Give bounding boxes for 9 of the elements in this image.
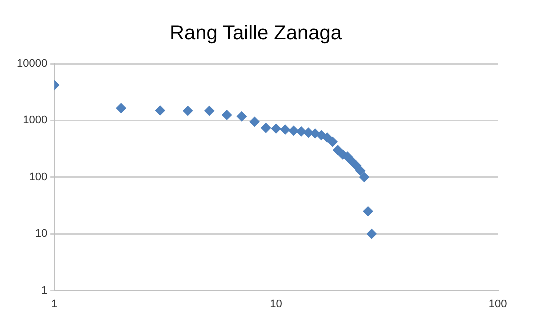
y-tick-label: 1 xyxy=(41,284,48,297)
y-tick-label: 100 xyxy=(29,171,48,184)
y-tick-label: 10000 xyxy=(16,58,48,70)
y-tick-label: 1000 xyxy=(23,114,48,127)
y-tick-label: 10 xyxy=(35,228,48,240)
x-tick-label: 100 xyxy=(488,298,508,310)
x-tick-label: 1 xyxy=(52,298,58,310)
chart-title: Rang Taille Zanaga xyxy=(170,22,343,45)
x-tick-label: 10 xyxy=(270,298,282,310)
